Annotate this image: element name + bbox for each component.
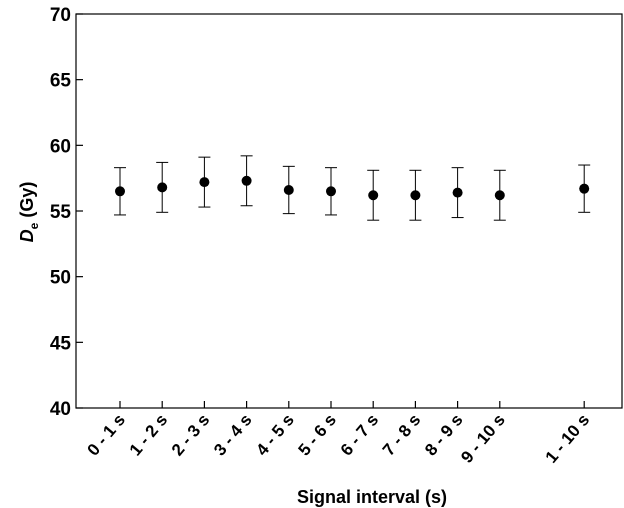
x-axis-title: Signal interval (s) [297, 487, 447, 507]
data-point [579, 183, 590, 194]
y-axis-title-symbol: D [17, 229, 37, 242]
y-axis: 40 45 50 55 60 65 70 [50, 5, 83, 420]
y-tick-label: 65 [50, 71, 72, 92]
plot-frame [75, 13, 623, 409]
data-point [410, 190, 421, 201]
x-tick-label: 4 - 5 s [252, 410, 298, 459]
data-series [114, 155, 591, 221]
x-tick-label: 7 - 8 s [379, 410, 425, 459]
y-tick-label: 55 [50, 202, 72, 223]
x-tick-label: 2 - 3 s [168, 410, 214, 459]
y-tick-label: 70 [50, 5, 71, 26]
data-point [115, 186, 125, 197]
y-axis-title-unit: (Gy) [17, 182, 37, 223]
x-tick-label: 6 - 7 s [337, 410, 383, 459]
x-axis: 0 - 1 s1 - 2 s2 - 3 s3 - 4 s4 - 5 s5 - 6… [84, 401, 594, 467]
data-point [368, 190, 379, 201]
data-point [452, 187, 463, 198]
y-tick-label: 45 [50, 333, 72, 354]
y-tick-label: 60 [50, 136, 71, 157]
data-point [157, 182, 168, 193]
x-tick-label: 9 - 10 s [457, 410, 509, 466]
data-point [494, 190, 505, 201]
y-axis-title: De (Gy) [17, 182, 41, 243]
x-tick-label: 0 - 1 s [84, 410, 130, 459]
data-point [326, 186, 336, 197]
data-point [241, 175, 252, 186]
data-point [283, 184, 294, 195]
x-tick-label: 3 - 4 s [210, 410, 256, 459]
x-tick-label: 1 - 10 s [542, 410, 594, 466]
x-tick-label: 5 - 6 s [295, 410, 341, 459]
y-tick-label: 40 [50, 399, 71, 420]
data-point [199, 177, 210, 188]
y-tick-label: 50 [50, 268, 71, 289]
x-tick-label: 1 - 2 s [126, 410, 172, 459]
y-axis-title-subscript: e [27, 222, 41, 229]
